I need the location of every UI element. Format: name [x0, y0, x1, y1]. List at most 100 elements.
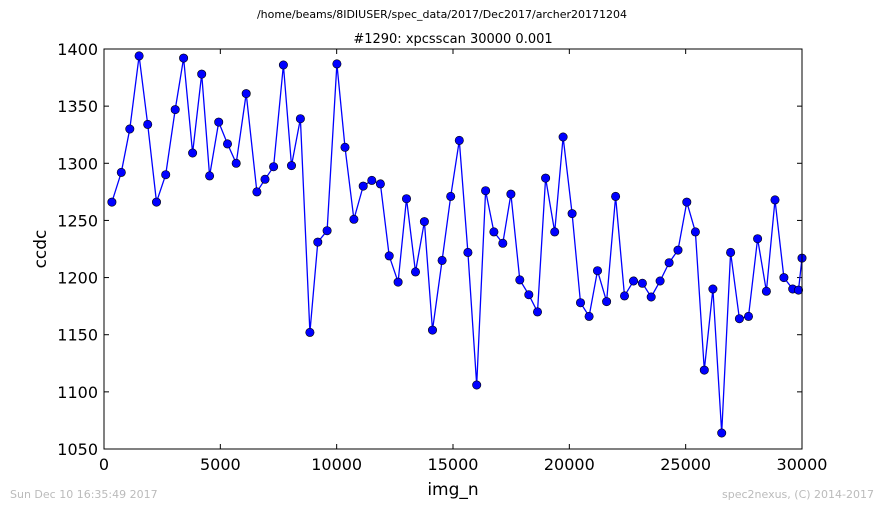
data-point — [602, 297, 612, 307]
timestamp-footer: Sun Dec 10 16:35:49 2017 — [10, 488, 158, 501]
y-tick-label: 1300 — [57, 154, 98, 173]
data-point — [116, 167, 126, 177]
data-point — [761, 286, 771, 296]
data-point — [223, 139, 233, 149]
data-point — [349, 214, 359, 224]
data-point — [241, 89, 251, 99]
data-point — [611, 191, 621, 201]
data-point — [427, 325, 437, 335]
data-point — [673, 245, 683, 255]
data-point — [152, 197, 162, 207]
x-tick-label: 15000 — [428, 455, 479, 474]
data-point — [463, 247, 473, 257]
chart-title: #1290: xpcsscan 30000 0.001 — [353, 32, 552, 47]
data-point — [179, 53, 189, 63]
data-point — [278, 60, 288, 70]
x-tick-label: 10000 — [311, 455, 362, 474]
data-point — [541, 173, 551, 183]
data-point — [506, 189, 516, 199]
y-tick-label: 1250 — [57, 211, 98, 230]
data-point — [592, 266, 602, 276]
data-point — [454, 135, 464, 145]
data-point — [125, 124, 135, 134]
data-point — [743, 311, 753, 321]
data-point — [550, 227, 560, 237]
data-point — [498, 238, 508, 248]
series-line — [111, 55, 803, 434]
data-point — [170, 105, 180, 115]
data-point — [446, 191, 456, 201]
y-tick-label: 1100 — [57, 383, 98, 402]
data-point — [313, 237, 323, 247]
data-point — [384, 251, 394, 261]
x-tick-label: 30000 — [777, 455, 828, 474]
data-point — [393, 277, 403, 287]
data-point — [269, 162, 279, 172]
x-tick-label: 25000 — [660, 455, 711, 474]
data-point — [295, 114, 305, 124]
data-point — [188, 148, 198, 158]
data-point — [664, 258, 674, 268]
data-series — [107, 51, 807, 438]
data-point — [646, 292, 656, 302]
y-tick-label: 1400 — [57, 40, 98, 59]
data-point — [231, 158, 241, 168]
plot-frame — [103, 48, 803, 450]
y-tick-label: 1350 — [57, 97, 98, 116]
data-point — [779, 273, 789, 283]
data-point — [305, 327, 315, 337]
credit-footer: spec2nexus, (C) 2014-2017 — [722, 488, 874, 501]
data-point — [286, 161, 296, 171]
x-axis-label: img_n — [427, 480, 478, 500]
x-tick-label: 20000 — [544, 455, 595, 474]
data-point — [734, 314, 744, 324]
data-point — [619, 291, 629, 301]
data-point — [401, 194, 411, 204]
y-tick-label: 1050 — [57, 440, 98, 459]
data-point — [708, 284, 718, 294]
data-point — [575, 298, 585, 308]
data-point — [107, 197, 117, 207]
data-point — [419, 217, 429, 227]
data-point — [481, 186, 491, 196]
data-point — [584, 311, 594, 321]
data-point — [358, 181, 368, 191]
y-tick-label: 1200 — [57, 269, 98, 288]
data-point — [726, 247, 736, 257]
data-point — [332, 59, 342, 69]
data-point — [161, 170, 171, 180]
data-point — [375, 179, 385, 189]
data-point — [770, 195, 780, 205]
data-point — [682, 197, 692, 207]
y-axis-label: ccdc — [31, 230, 51, 269]
x-tick-label: 5000 — [200, 455, 241, 474]
data-point — [205, 171, 215, 181]
data-point — [410, 267, 420, 277]
data-point — [134, 51, 144, 61]
axis-ticks: 0 5000 10000 15000 20000 25000 30000 1050 1100 11… — [57, 40, 827, 474]
data-point — [628, 276, 638, 286]
data-point — [515, 275, 525, 285]
data-point — [143, 119, 153, 129]
data-point — [699, 365, 709, 375]
data-point — [340, 142, 350, 152]
data-point — [793, 285, 803, 295]
x-tick-label: 0 — [99, 455, 109, 474]
data-point — [367, 175, 377, 185]
data-point — [567, 209, 577, 219]
data-point — [214, 117, 224, 127]
data-point — [524, 290, 534, 300]
data-point — [322, 226, 332, 236]
data-point — [532, 307, 542, 317]
data-point — [437, 255, 447, 265]
data-point — [655, 276, 665, 286]
data-point — [472, 380, 482, 390]
y-tick-label: 1150 — [57, 326, 98, 345]
data-point — [260, 174, 270, 184]
file-path-title: /home/beams/8IDIUSER/spec_data/2017/Dec2… — [256, 8, 628, 21]
data-point — [637, 278, 647, 288]
data-point — [252, 187, 262, 197]
data-point — [489, 227, 499, 237]
data-point — [558, 132, 568, 142]
